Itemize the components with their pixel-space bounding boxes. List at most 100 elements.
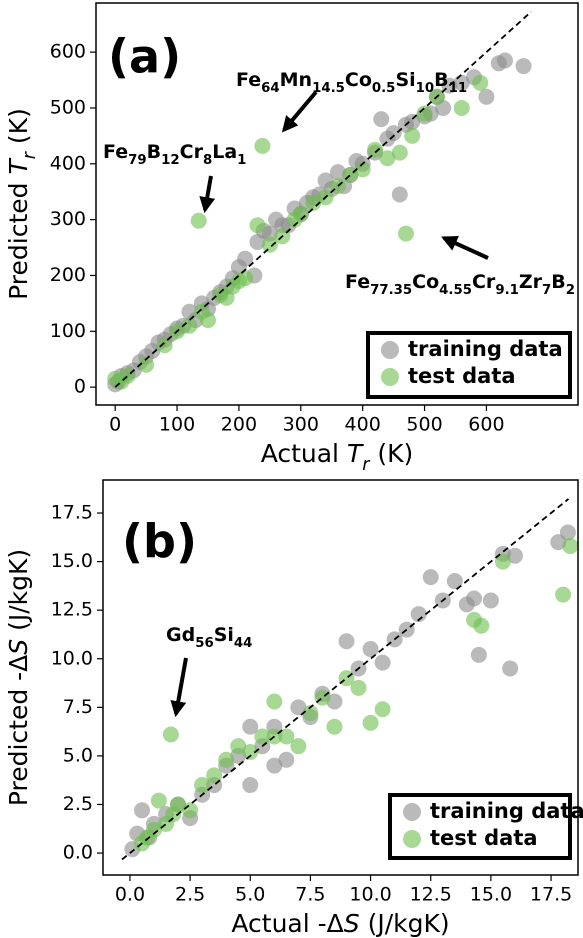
point: [385, 125, 402, 142]
label-part: Predicted: [4, 175, 33, 300]
point: [404, 127, 421, 144]
point: [472, 74, 489, 91]
point: [562, 538, 579, 555]
x-tick-label: 600: [468, 414, 504, 436]
subscript: 1: [237, 153, 246, 168]
y-tick-label: 15.0: [51, 550, 93, 572]
x-tick-label: 200: [221, 414, 257, 436]
legend-box: [388, 793, 572, 860]
x-tick-label: 0: [109, 414, 121, 436]
element: Fe: [236, 69, 261, 91]
subscript: 10: [416, 81, 435, 96]
point: [350, 679, 367, 696]
element: Mn: [280, 69, 312, 91]
point: [453, 99, 470, 116]
point: [559, 524, 576, 541]
point: [266, 693, 283, 710]
x-tick-label: 5.0: [235, 884, 265, 906]
point: [292, 206, 309, 223]
subscript: 8: [203, 153, 212, 168]
element: Co: [412, 271, 439, 293]
point: [138, 356, 155, 373]
y-axis-label: Predicted -ΔS (J/kgK): [4, 549, 33, 806]
point: [326, 718, 343, 735]
axes-frame: [95, 2, 579, 406]
point: [473, 617, 490, 634]
subscript: 56: [195, 636, 214, 651]
point: [391, 144, 408, 161]
label-part: (K): [4, 108, 33, 152]
subscript: 14.5: [312, 81, 345, 96]
x-tick-label: 100: [159, 414, 195, 436]
point: [397, 225, 414, 242]
point: [422, 569, 439, 586]
y-tick-label: 0: [74, 376, 86, 398]
point: [379, 150, 396, 167]
y-tick-label: 0.0: [63, 842, 93, 864]
element: La: [212, 141, 237, 163]
x-tick-label: 2.5: [175, 884, 205, 906]
point: [266, 757, 283, 774]
point: [150, 792, 167, 809]
label-part: Predicted -Δ: [4, 655, 33, 806]
y-tick-label: 5.0: [63, 744, 93, 766]
point: [373, 111, 390, 128]
label-part: Actual: [261, 439, 347, 468]
label-part: (K): [369, 439, 413, 468]
point: [218, 751, 235, 768]
legend-marker: [403, 803, 421, 821]
point: [305, 194, 322, 211]
y-axis-label: Predicted Tr (K): [4, 108, 40, 300]
x-axis-label: Actual -ΔS (J/kgK): [231, 909, 449, 938]
point: [194, 777, 211, 794]
point: [182, 802, 199, 819]
point: [367, 141, 384, 158]
point: [278, 751, 295, 768]
point: [506, 547, 523, 564]
parity-line: [114, 11, 532, 388]
label-part: T: [347, 439, 364, 468]
x-tick-label: 15.0: [470, 884, 512, 906]
point: [466, 590, 483, 607]
element: Gd: [166, 624, 195, 646]
annotation: Fe64Mn14.5Co0.5Si10B11: [236, 69, 467, 96]
point: [410, 606, 427, 623]
x-axis-label: Actual Tr (K): [261, 439, 414, 475]
subscript: 64: [261, 81, 280, 96]
subscript: 44: [234, 636, 253, 651]
y-tick-label: 7.5: [63, 696, 93, 718]
point: [478, 88, 495, 105]
element: B: [551, 271, 565, 293]
point: [354, 161, 371, 178]
point: [496, 52, 513, 69]
point: [230, 738, 247, 755]
subscript: 4.55: [439, 283, 472, 298]
point: [550, 534, 567, 551]
element: Fe: [103, 141, 128, 163]
legend-marker: [381, 341, 399, 359]
point: [206, 767, 223, 784]
point: [254, 137, 271, 154]
point: [374, 654, 391, 671]
point: [446, 573, 463, 590]
subscript: 77.35: [370, 283, 412, 298]
legend-label: training data: [430, 799, 583, 823]
label-part: Actual -Δ: [231, 909, 343, 938]
parity-line: [121, 498, 570, 861]
point: [242, 777, 259, 794]
point: [302, 705, 319, 722]
y-tick-label: 200: [50, 264, 86, 286]
element: Cr: [472, 271, 496, 293]
annotation: Fe79B12Cr8La1: [103, 141, 246, 168]
legend-label: test data: [408, 364, 516, 388]
point: [290, 699, 307, 716]
point: [199, 312, 216, 329]
point: [290, 738, 307, 755]
point: [391, 186, 408, 203]
panel-label: (a): [108, 30, 181, 84]
label-part: T: [4, 158, 33, 175]
point: [482, 592, 499, 609]
point: [404, 113, 421, 130]
